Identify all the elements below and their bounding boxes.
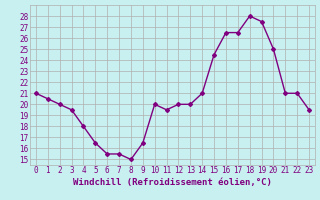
X-axis label: Windchill (Refroidissement éolien,°C): Windchill (Refroidissement éolien,°C) <box>73 178 272 187</box>
